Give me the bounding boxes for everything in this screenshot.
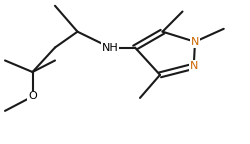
Text: N: N <box>191 37 199 47</box>
Text: N: N <box>190 61 198 71</box>
Text: O: O <box>28 91 37 102</box>
Text: NH: NH <box>102 42 118 53</box>
